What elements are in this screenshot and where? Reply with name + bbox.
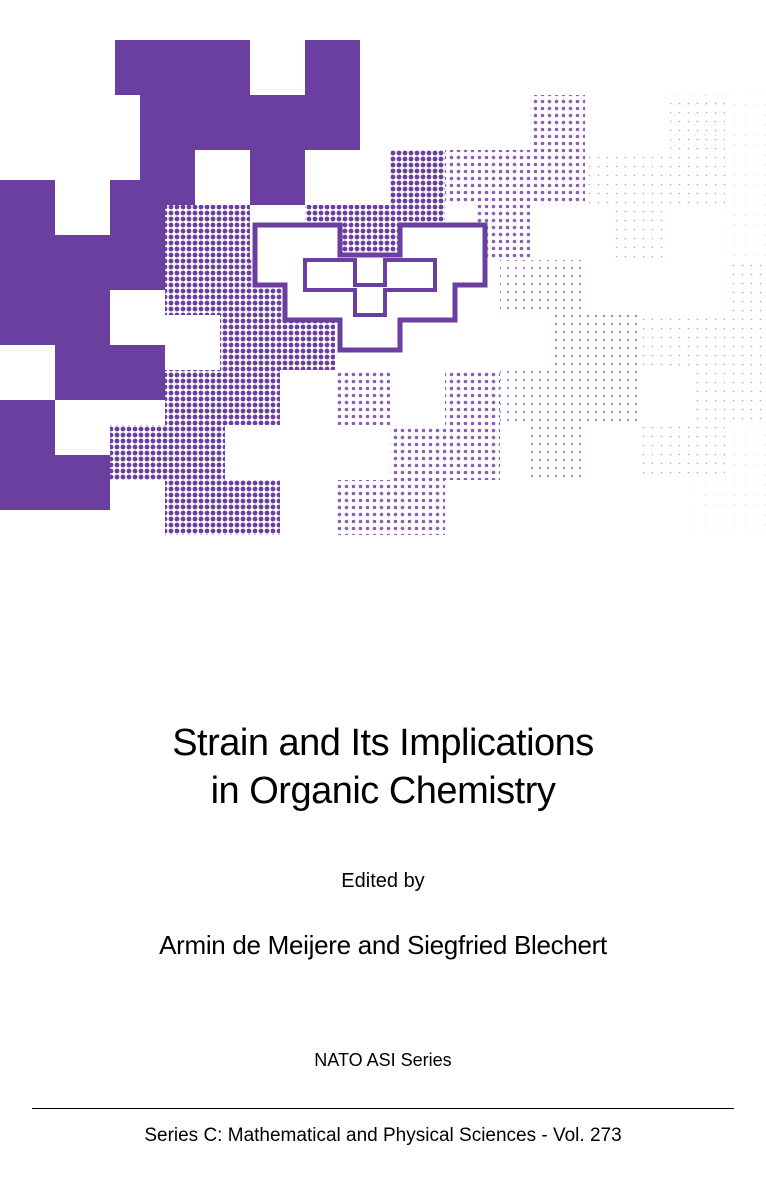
series-label: NATO ASI Series	[0, 1050, 766, 1071]
series-detail: Series C: Mathematical and Physical Scie…	[0, 1125, 766, 1147]
authors: Armin de Meijere and Siegfried Blechert	[0, 930, 766, 961]
title-line-1: Strain and Its Implications	[0, 720, 766, 768]
cover-artwork	[0, 0, 766, 560]
title-line-2: in Organic Chemistry	[0, 768, 766, 816]
divider-line	[32, 1108, 734, 1109]
edited-by-label: Edited by	[0, 870, 766, 893]
book-title: Strain and Its Implications in Organic C…	[0, 720, 766, 815]
